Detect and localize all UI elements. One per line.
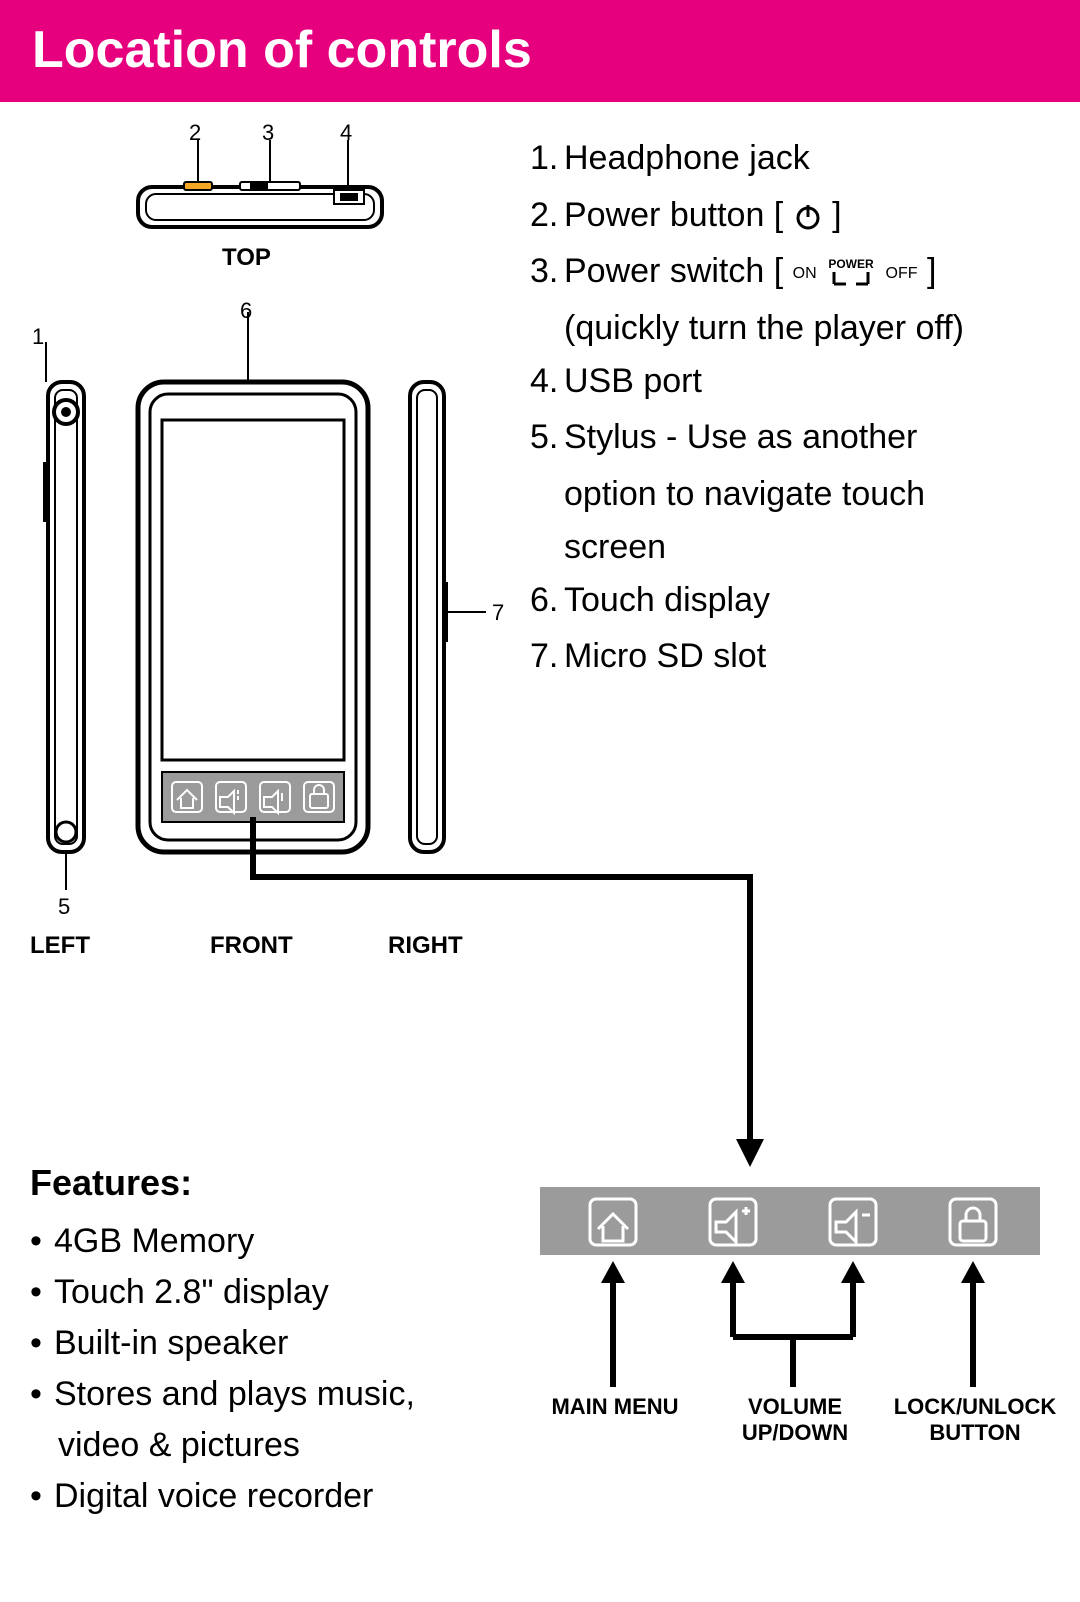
control-item: 3. Power switch [ ON POWER OFF ]	[530, 245, 1050, 298]
control-item-cont: option to navigate touch	[530, 468, 1050, 521]
control-item: 4. USB port	[530, 355, 1050, 408]
feature-item: Built-in speaker	[30, 1318, 530, 1369]
front-view-diagram	[128, 312, 388, 892]
button-bar-large	[540, 1187, 1040, 1267]
feature-item: 4GB Memory	[30, 1216, 530, 1267]
callout-3: 3	[262, 120, 274, 146]
control-item-sub: (quickly turn the player off)	[530, 302, 1050, 355]
callout-4: 4	[340, 120, 352, 146]
controls-list: 1. Headphone jack 2. Power button [ ] 3.…	[530, 132, 1050, 687]
page-title: Location of controls	[32, 20, 1048, 80]
left-label: LEFT	[30, 932, 90, 960]
feature-item: Digital voice recorder	[30, 1471, 530, 1522]
left-view-diagram	[28, 342, 108, 922]
control-item: 6. Touch display	[530, 574, 1050, 627]
btnbar-lock-label: LOCK/UNLOCK BUTTON	[890, 1394, 1060, 1446]
control-item: 5. Stylus - Use as another	[530, 411, 1050, 464]
btnbar-main-label: MAIN MENU	[540, 1394, 690, 1420]
callout-5: 5	[58, 894, 70, 920]
elbow-arrow	[250, 817, 810, 1197]
features-block: Features: 4GB Memory Touch 2.8" display …	[30, 1162, 530, 1522]
callout-2: 2	[189, 120, 201, 146]
power-icon	[793, 201, 823, 231]
header: Location of controls	[0, 0, 1080, 102]
power-switch-power-label: POWER	[828, 258, 874, 271]
feature-item: Touch 2.8" display	[30, 1267, 530, 1318]
feature-item: Stores and plays music,video & pictures	[30, 1369, 530, 1471]
control-item: 1. Headphone jack	[530, 132, 1050, 185]
callout-6: 6	[240, 298, 252, 324]
content: 2 3 4 TOP 1 5 LEFT	[0, 102, 1080, 1602]
callout-1: 1	[32, 324, 44, 350]
power-switch-icon: POWER	[826, 258, 876, 290]
control-item-cont: screen	[530, 521, 1050, 574]
callout-7: 7	[492, 600, 504, 626]
features-heading: Features:	[30, 1162, 530, 1204]
control-item: 2. Power button [ ]	[530, 189, 1050, 242]
control-item: 7. Micro SD slot	[530, 630, 1050, 683]
btnbar-vol-label: VOLUME UP/DOWN	[730, 1394, 860, 1446]
top-label: TOP	[222, 244, 271, 272]
